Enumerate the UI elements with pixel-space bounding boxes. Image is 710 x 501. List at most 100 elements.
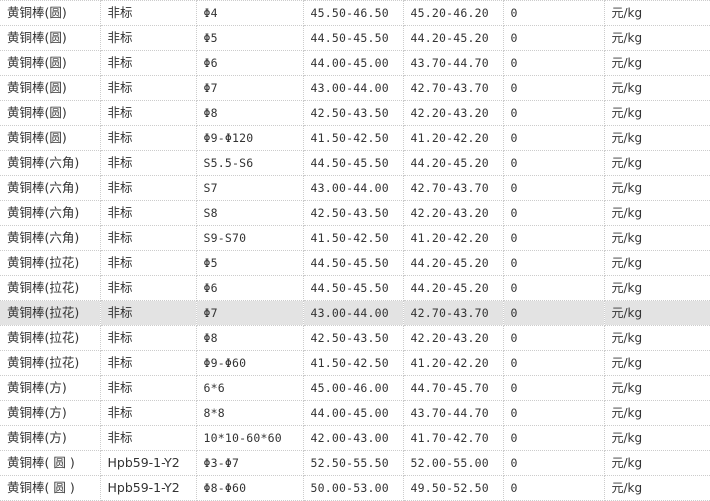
table-row[interactable]: 黄铜棒(圆) 非标 Φ5 44.50-45.50 44.20-45.20 0 元/kg — [0, 25, 710, 51]
cell-price_low: 44.50-45.50 — [303, 25, 404, 51]
cell-grade: 非标 — [100, 300, 197, 326]
table-row[interactable]: 黄铜棒(六角) 非标 S8 42.50-43.50 42.20-43.20 0 元/kg — [0, 200, 710, 226]
cell-price_low: 50.00-53.00 — [303, 475, 404, 501]
cell-product: 黄铜棒(六角) — [0, 200, 101, 226]
cell-spec: Φ4 — [196, 0, 304, 26]
cell-unit: 元/kg — [604, 350, 710, 376]
table-row[interactable]: 黄铜棒(方) 非标 6*6 45.00-46.00 44.70-45.70 0 元/kg — [0, 375, 710, 401]
table-row[interactable]: 黄铜棒(拉花) 非标 Φ6 44.50-45.50 44.20-45.20 0 元/kg — [0, 275, 710, 301]
table-row[interactable]: 黄铜棒(圆) 非标 Φ4 45.50-46.50 45.20-46.20 0 元/kg — [0, 0, 710, 26]
cell-product: 黄铜棒(方) — [0, 425, 101, 451]
table-row[interactable]: 黄铜棒(方) 非标 8*8 44.00-45.00 43.70-44.70 0 元/kg — [0, 400, 710, 426]
cell-price_low: 42.50-43.50 — [303, 325, 404, 351]
table-row[interactable]: 黄铜棒(方) 非标 10*10-60*60 42.00-43.00 41.70-42.7… — [0, 425, 710, 451]
table-row[interactable]: 黄铜棒(六角) 非标 S9-S70 41.50-42.50 41.20-42.20 0 元/… — [0, 225, 710, 251]
cell-grade: Hpb59-1-Y2 — [100, 450, 197, 476]
cell-spec: Φ7 — [196, 300, 304, 326]
cell-spec: S7 — [196, 175, 304, 201]
cell-product: 黄铜棒(拉花) — [0, 325, 101, 351]
table-row[interactable]: 黄铜棒(拉花) 非标 Φ5 44.50-45.50 44.20-45.20 0 元/kg — [0, 250, 710, 276]
cell-price_high: 44.20-45.20 — [403, 275, 504, 301]
cell-change: 0 — [503, 75, 605, 101]
cell-product: 黄铜棒(圆) — [0, 50, 101, 76]
table-row[interactable]: 黄铜棒(拉花) 非标 Φ9-Φ60 41.50-42.50 41.20-42.20 0 元/… — [0, 350, 710, 376]
cell-price_low: 52.50-55.50 — [303, 450, 404, 476]
table-row[interactable]: 黄铜棒(六角) 非标 S5.5-S6 44.50-45.50 44.20-45.20 0 元… — [0, 150, 710, 176]
cell-change: 0 — [503, 125, 605, 151]
cell-spec: Φ7 — [196, 75, 304, 101]
table-row[interactable]: 黄铜棒(六角) 非标 S7 43.00-44.00 42.70-43.70 0 元/kg — [0, 175, 710, 201]
cell-price_high: 45.20-46.20 — [403, 0, 504, 26]
cell-product: 黄铜棒(六角) — [0, 175, 101, 201]
cell-price_high: 42.20-43.20 — [403, 100, 504, 126]
cell-change: 0 — [503, 150, 605, 176]
cell-price_low: 41.50-42.50 — [303, 125, 404, 151]
table-row[interactable]: 黄铜棒(拉花) 非标 Φ7 43.00-44.00 42.70-43.70 0 元/kg — [0, 300, 710, 326]
cell-price_high: 43.70-44.70 — [403, 400, 504, 426]
cell-product: 黄铜棒(方) — [0, 400, 101, 426]
cell-spec: 10*10-60*60 — [196, 425, 304, 451]
cell-product: 黄铜棒(圆) — [0, 125, 101, 151]
cell-grade: 非标 — [100, 375, 197, 401]
cell-spec: Φ9-Φ120 — [196, 125, 304, 151]
table-row[interactable]: 黄铜棒( 圆 ) Hpb59-1-Y2 Φ3-Φ7 52.50-55.50 52.00-… — [0, 450, 710, 476]
cell-change: 0 — [503, 250, 605, 276]
cell-grade: 非标 — [100, 150, 197, 176]
cell-spec: S9-S70 — [196, 225, 304, 251]
cell-grade: 非标 — [100, 50, 197, 76]
cell-grade: 非标 — [100, 425, 197, 451]
table-row[interactable]: 黄铜棒(圆) 非标 Φ8 42.50-43.50 42.20-43.20 0 元/kg — [0, 100, 710, 126]
cell-spec: S8 — [196, 200, 304, 226]
cell-price_high: 41.20-42.20 — [403, 125, 504, 151]
cell-unit: 元/kg — [604, 200, 710, 226]
cell-price_high: 42.70-43.70 — [403, 175, 504, 201]
cell-spec: Φ9-Φ60 — [196, 350, 304, 376]
cell-unit: 元/kg — [604, 325, 710, 351]
cell-unit: 元/kg — [604, 475, 710, 501]
cell-product: 黄铜棒(拉花) — [0, 300, 101, 326]
cell-spec: 6*6 — [196, 375, 304, 401]
cell-product: 黄铜棒(拉花) — [0, 250, 101, 276]
cell-product: 黄铜棒(拉花) — [0, 350, 101, 376]
cell-price_low: 42.50-43.50 — [303, 100, 404, 126]
cell-unit: 元/kg — [604, 75, 710, 101]
table-row[interactable]: 黄铜棒(圆) 非标 Φ7 43.00-44.00 42.70-43.70 0 元/kg — [0, 75, 710, 101]
cell-grade: 非标 — [100, 400, 197, 426]
cell-change: 0 — [503, 425, 605, 451]
cell-spec: S5.5-S6 — [196, 150, 304, 176]
cell-change: 0 — [503, 200, 605, 226]
cell-price_high: 44.20-45.20 — [403, 150, 504, 176]
cell-unit: 元/kg — [604, 300, 710, 326]
table-row[interactable]: 黄铜棒(圆) 非标 Φ6 44.00-45.00 43.70-44.70 0 元/kg — [0, 50, 710, 76]
cell-grade: 非标 — [100, 200, 197, 226]
cell-grade: 非标 — [100, 175, 197, 201]
cell-price_high: 43.70-44.70 — [403, 50, 504, 76]
cell-grade: 非标 — [100, 25, 197, 51]
cell-price_low: 44.50-45.50 — [303, 275, 404, 301]
cell-price_low: 44.00-45.00 — [303, 50, 404, 76]
table-row[interactable]: 黄铜棒(圆) 非标 Φ9-Φ120 41.50-42.50 41.20-42.20 0 元/… — [0, 125, 710, 151]
cell-product: 黄铜棒( 圆 ) — [0, 450, 101, 476]
cell-change: 0 — [503, 450, 605, 476]
cell-unit: 元/kg — [604, 275, 710, 301]
cell-unit: 元/kg — [604, 150, 710, 176]
cell-grade: 非标 — [100, 100, 197, 126]
cell-spec: Φ8-Φ60 — [196, 475, 304, 501]
cell-unit: 元/kg — [604, 375, 710, 401]
cell-spec: Φ3-Φ7 — [196, 450, 304, 476]
cell-price_low: 43.00-44.00 — [303, 75, 404, 101]
cell-price_high: 42.70-43.70 — [403, 300, 504, 326]
cell-unit: 元/kg — [604, 250, 710, 276]
cell-price_high: 42.20-43.20 — [403, 325, 504, 351]
table-row[interactable]: 黄铜棒(拉花) 非标 Φ8 42.50-43.50 42.20-43.20 0 元/kg — [0, 325, 710, 351]
cell-change: 0 — [503, 300, 605, 326]
cell-unit: 元/kg — [604, 450, 710, 476]
cell-price_low: 44.00-45.00 — [303, 400, 404, 426]
cell-product: 黄铜棒(方) — [0, 375, 101, 401]
table-row[interactable]: 黄铜棒( 圆 ) Hpb59-1-Y2 Φ8-Φ60 50.00-53.00 49.50… — [0, 475, 710, 501]
cell-unit: 元/kg — [604, 225, 710, 251]
cell-product: 黄铜棒(六角) — [0, 225, 101, 251]
cell-product: 黄铜棒(圆) — [0, 0, 101, 26]
cell-change: 0 — [503, 25, 605, 51]
